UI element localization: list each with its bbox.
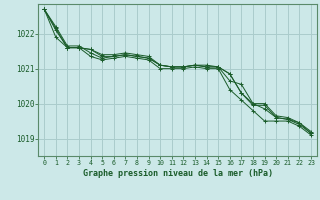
X-axis label: Graphe pression niveau de la mer (hPa): Graphe pression niveau de la mer (hPa) [83,169,273,178]
